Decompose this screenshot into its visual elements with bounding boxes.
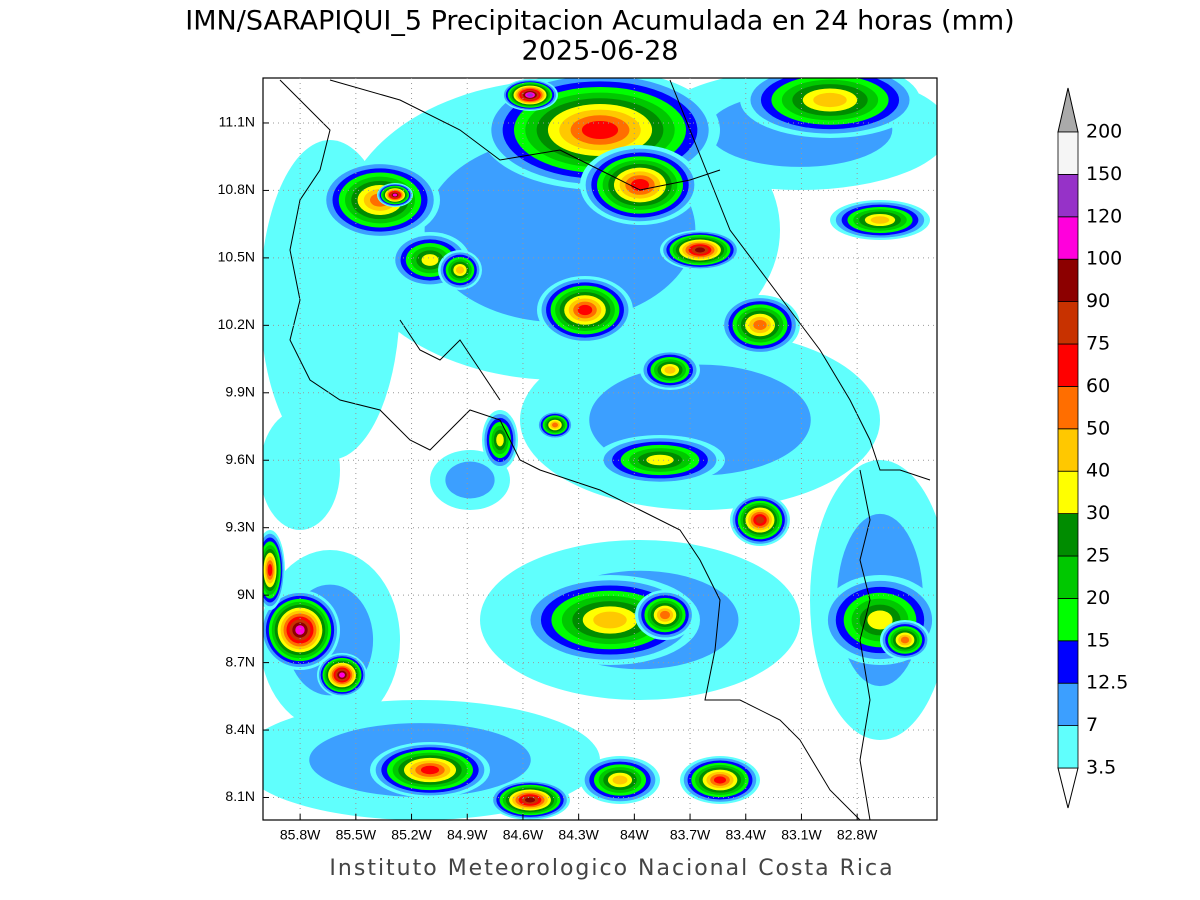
x-tick-label: 83.7W bbox=[670, 827, 711, 843]
precip-contour bbox=[870, 216, 890, 224]
colorbar-segment bbox=[1057, 258, 1079, 303]
precip-contour bbox=[577, 304, 593, 316]
x-tick-label: 82.8W bbox=[837, 827, 878, 843]
border-north bbox=[329, 79, 721, 191]
precip-contour bbox=[392, 193, 398, 197]
colorbar-label: 20 bbox=[1086, 587, 1110, 609]
colorbar-segment bbox=[1057, 470, 1079, 515]
x-tick-label: 84.3W bbox=[558, 827, 599, 843]
subtitle: 2025-06-28 bbox=[522, 36, 679, 67]
precip-contour bbox=[263, 410, 340, 530]
colorbar-segment bbox=[1057, 385, 1079, 430]
precip-contour bbox=[455, 266, 465, 274]
y-tick-label: 9.6N bbox=[225, 451, 255, 467]
colorbar: 3.5 7 12.5 15 20 25 30 40 50 60 75 90 100 120 150 200 bbox=[1057, 87, 1128, 809]
precip-contour bbox=[445, 461, 495, 499]
colorbar-segment bbox=[1057, 682, 1079, 727]
y-tick-label: 8.4N bbox=[225, 721, 255, 737]
precip-contour bbox=[755, 516, 765, 524]
precip-contour bbox=[581, 120, 619, 140]
precip-contour bbox=[867, 610, 893, 630]
colorbar-segment bbox=[1057, 725, 1079, 769]
precip-field bbox=[263, 78, 937, 820]
colorbar-label: 7 bbox=[1086, 714, 1098, 736]
precip-contour bbox=[646, 454, 674, 466]
colorbar-segment bbox=[1057, 216, 1079, 260]
coastline-pacific bbox=[279, 79, 861, 820]
colorbar-label: 60 bbox=[1086, 375, 1110, 397]
x-tick-label: 83.1W bbox=[781, 827, 822, 843]
map-frame bbox=[262, 77, 938, 821]
precip-contour bbox=[660, 610, 670, 620]
x-tick-label: 85.2W bbox=[391, 827, 432, 843]
axes: 85.8W 85.5W 85.2W 84.9W 84.6W 84.3W 84W 83.7W 83… bbox=[218, 78, 937, 843]
colorbar-label: 90 bbox=[1086, 290, 1110, 312]
precip-contour bbox=[813, 92, 847, 108]
colorbar-segment bbox=[1057, 640, 1079, 684]
colorbar-label: 75 bbox=[1086, 333, 1110, 355]
y-tick-label: 11.1N bbox=[219, 114, 255, 130]
colorbar-label: 200 bbox=[1086, 121, 1122, 143]
colorbar-label: 120 bbox=[1086, 205, 1122, 227]
colorbar-label: 40 bbox=[1086, 460, 1110, 482]
x-tick-label: 83.4W bbox=[726, 827, 767, 843]
colorbar-label: 100 bbox=[1086, 248, 1122, 270]
colorbar-segment bbox=[1057, 173, 1079, 218]
precip-contour bbox=[612, 775, 628, 785]
gulf-nicoya bbox=[399, 319, 501, 401]
precip-contour bbox=[496, 433, 504, 447]
colorbar-label: 50 bbox=[1086, 417, 1110, 439]
title: IMN/SARAPIQUI_5 Precipitacion Acumulada … bbox=[185, 6, 1014, 37]
y-tick-label: 10.2N bbox=[218, 316, 255, 332]
footer: Instituto Meteorologico Nacional Costa R… bbox=[329, 856, 894, 881]
x-tick-label: 84.9W bbox=[447, 827, 488, 843]
x-tick-label: 85.5W bbox=[336, 827, 377, 843]
colorbar-label: 150 bbox=[1086, 163, 1122, 185]
colorbar-label: 3.5 bbox=[1086, 757, 1116, 779]
precip-contour bbox=[421, 254, 439, 266]
y-tick-label: 9.3N bbox=[225, 518, 255, 534]
colorbar-segment bbox=[1057, 513, 1079, 557]
y-tick-label: 10.5N bbox=[218, 249, 255, 265]
colorbar-label: 25 bbox=[1086, 545, 1110, 567]
x-tick-label: 85.8W bbox=[280, 827, 321, 843]
colorbar-segment bbox=[1057, 428, 1079, 472]
y-tick-label: 8.7N bbox=[225, 653, 255, 669]
y-tick-label: 9.9N bbox=[225, 383, 255, 399]
y-tick-label: 9N bbox=[237, 586, 255, 602]
y-tick-label: 10.8N bbox=[218, 181, 255, 197]
colorbar-label: 30 bbox=[1086, 502, 1110, 524]
coastlines bbox=[279, 79, 931, 820]
colorbar-label: 15 bbox=[1086, 629, 1110, 651]
border-south bbox=[859, 469, 871, 820]
colorbar-over bbox=[1057, 87, 1079, 133]
y-tick-label: 8.1N bbox=[225, 788, 255, 804]
precip-contour bbox=[753, 320, 767, 330]
precip-contour bbox=[526, 93, 534, 97]
precip-contour bbox=[900, 636, 910, 644]
precip-contour bbox=[339, 672, 345, 678]
colorbar-segment bbox=[1057, 598, 1079, 642]
x-tick-label: 84W bbox=[620, 827, 650, 843]
coastline-caribbean bbox=[669, 79, 931, 481]
precip-contour bbox=[694, 247, 706, 253]
precip-contour bbox=[552, 422, 558, 428]
colorbar-segment bbox=[1057, 301, 1079, 345]
colorbar-label: 12.5 bbox=[1086, 672, 1128, 694]
precip-contour bbox=[664, 366, 676, 374]
colorbar-segment bbox=[1057, 131, 1079, 175]
colorbar-under bbox=[1057, 767, 1079, 809]
precip-contour bbox=[420, 765, 440, 775]
precip-contour bbox=[593, 611, 627, 629]
colorbar-segment bbox=[1057, 343, 1079, 387]
precip-contour bbox=[713, 776, 727, 784]
precip-contour bbox=[295, 625, 305, 635]
precip-contour bbox=[524, 797, 536, 803]
precip-contour bbox=[267, 563, 273, 577]
colorbar-segment bbox=[1057, 555, 1079, 599]
x-tick-label: 84.6W bbox=[503, 827, 544, 843]
